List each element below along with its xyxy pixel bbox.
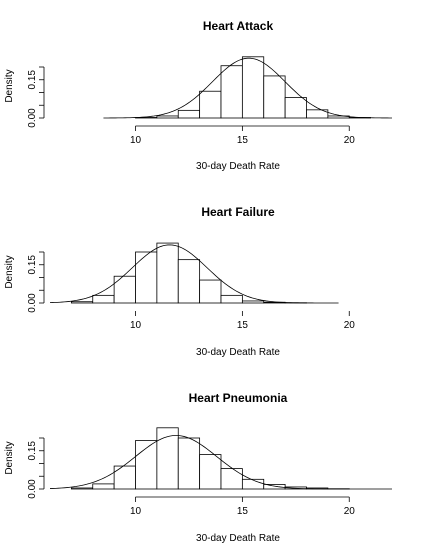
histogram-bar bbox=[263, 484, 286, 490]
x-tick-label: 15 bbox=[237, 135, 249, 146]
histogram-bars bbox=[70, 427, 350, 490]
y-tick-label: 0.15 bbox=[27, 70, 38, 90]
histogram-bar bbox=[113, 275, 136, 304]
histogram-bar bbox=[220, 65, 243, 119]
chart-title: Heart Attack bbox=[203, 19, 274, 33]
panel-heart-attack: Heart Attack 30-day Death Rate Density 0… bbox=[4, 19, 392, 172]
histogram-bar bbox=[199, 279, 222, 304]
x-axis-label: 30-day Death Rate bbox=[196, 533, 280, 544]
x-tick-label: 10 bbox=[130, 506, 142, 517]
y-tick-label: 0.00 bbox=[27, 293, 38, 313]
panel-heart-failure: Heart Failure 30-day Death Rate Density … bbox=[4, 205, 355, 358]
histogram-bar bbox=[177, 109, 201, 119]
histogram-bar bbox=[70, 487, 94, 490]
chart-title: Heart Failure bbox=[201, 205, 275, 219]
y-tick-label: 0.15 bbox=[27, 255, 38, 275]
histogram-bar bbox=[177, 259, 201, 304]
x-tick-label: 10 bbox=[130, 135, 142, 146]
histogram-bar bbox=[199, 454, 222, 490]
y-tick-label: 0.00 bbox=[27, 108, 38, 128]
histogram-bars bbox=[70, 242, 307, 304]
density-curve bbox=[49, 244, 339, 304]
histogram-bar bbox=[156, 242, 179, 304]
histogram-bar bbox=[241, 56, 265, 119]
histogram-bar bbox=[241, 478, 265, 490]
histogram-bar bbox=[306, 109, 329, 119]
x-tick-label: 20 bbox=[344, 506, 356, 517]
histogram-bar bbox=[284, 97, 307, 119]
histogram-bar bbox=[199, 90, 222, 119]
histogram-bar bbox=[241, 300, 265, 304]
y-axis-label: Density bbox=[4, 69, 15, 102]
y-tick-label: 0.00 bbox=[27, 479, 38, 499]
chart-title: Heart Pneumonia bbox=[189, 391, 288, 405]
histogram-bar bbox=[70, 301, 94, 304]
x-tick-label: 10 bbox=[130, 320, 142, 331]
x-tick-label: 15 bbox=[237, 506, 249, 517]
panel-heart-pneumonia: Heart Pneumonia 30-day Death Rate Densit… bbox=[4, 391, 392, 544]
x-tick-label: 15 bbox=[237, 320, 249, 331]
y-axis-label: Density bbox=[4, 441, 15, 474]
x-tick-label: 20 bbox=[344, 320, 356, 331]
histogram-bar bbox=[92, 294, 115, 304]
x-tick-label: 20 bbox=[344, 135, 356, 146]
histogram-bar bbox=[135, 251, 158, 304]
histogram-bar bbox=[92, 483, 115, 490]
y-axis-label: Density bbox=[4, 255, 15, 288]
histogram-bars bbox=[135, 56, 372, 119]
x-axis-label: 30-day Death Rate bbox=[196, 161, 280, 172]
histogram-bar bbox=[113, 465, 136, 490]
histogram-bar bbox=[177, 437, 201, 490]
histogram-bar bbox=[263, 75, 286, 119]
density-curve bbox=[49, 435, 392, 490]
histogram-bar bbox=[220, 468, 243, 490]
x-axis-label: 30-day Death Rate bbox=[196, 347, 280, 358]
density-curve bbox=[103, 57, 392, 119]
histogram-bar bbox=[220, 294, 243, 304]
y-tick-label: 0.15 bbox=[27, 441, 38, 461]
histogram-bar bbox=[156, 115, 179, 119]
